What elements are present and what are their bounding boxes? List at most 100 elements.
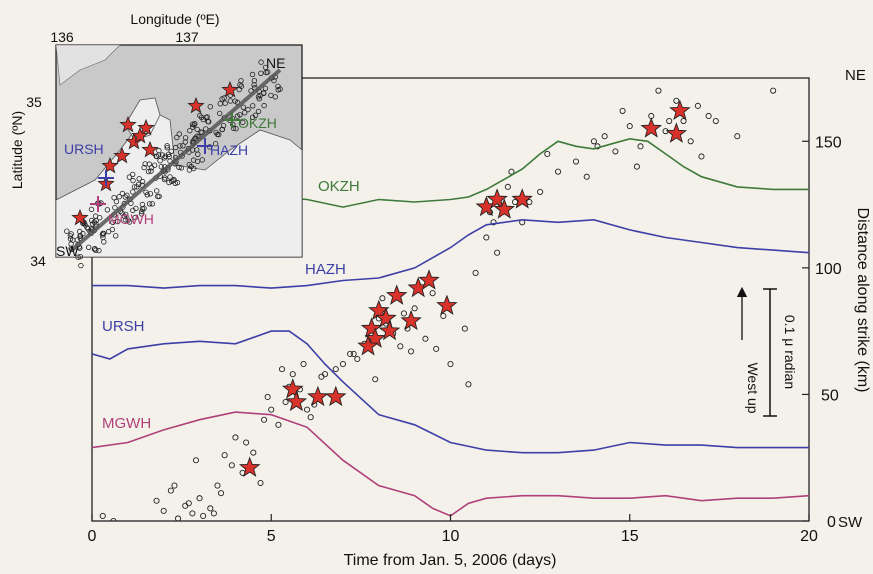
inset-epicenter [200, 116, 206, 123]
event-point [447, 361, 454, 368]
event-point [601, 133, 608, 140]
inset-epicenter [262, 64, 269, 71]
event-point [268, 406, 275, 413]
inset-epicenter [187, 127, 193, 134]
inset-epicenter [151, 162, 158, 168]
event-point [300, 361, 307, 368]
inset-epicenter [258, 70, 264, 76]
inset-epicenter [241, 109, 248, 116]
event-point [408, 348, 415, 355]
inset-epicenter [261, 90, 267, 97]
tremor-star [511, 188, 533, 209]
inset-label-okzh: OKZH [238, 115, 277, 131]
inset-epicenter [164, 143, 170, 149]
inset-epicenter [126, 219, 133, 225]
inset-epicenter [157, 157, 163, 164]
inset-epicenter [112, 204, 118, 211]
inset-epicenter [178, 165, 185, 171]
inset-tremor-star [131, 126, 149, 144]
ne-end-label: NE [845, 67, 866, 84]
event-point [734, 133, 741, 140]
event-point [174, 515, 182, 521]
west-up-arrow: West up [736, 286, 761, 414]
inset-epicenter [251, 82, 257, 88]
inset-epicenter [132, 214, 138, 221]
inset-epicenter [131, 184, 138, 190]
inset-y-tick-35: 35 [26, 94, 42, 110]
inset-epicenter [145, 168, 152, 175]
inset-tremor-star [221, 80, 239, 98]
inset-epicenter [161, 176, 168, 183]
inset-epicenter [205, 118, 212, 125]
inset-epicenter [130, 177, 136, 184]
tremor-star [493, 198, 516, 219]
inset-epicenter [164, 144, 170, 151]
inset-epicenter [249, 114, 256, 120]
inset-tremor-star [137, 118, 155, 136]
inset-epicenter [190, 157, 197, 163]
event-point [232, 434, 239, 441]
event-point [633, 163, 640, 170]
inset-epicenter [124, 192, 130, 198]
inset-epicenter [171, 176, 177, 183]
event-point [110, 517, 117, 521]
inset-epicenter [245, 106, 251, 113]
tremor-star [665, 122, 688, 143]
inset-epicenter [138, 211, 145, 217]
inset-epicenter [122, 211, 129, 218]
trace-label-hazh: HAZH [305, 261, 346, 278]
inset-y-axis-title: Latitude (ºN) [9, 111, 25, 189]
inset-epicenter [221, 95, 227, 101]
tremor-star [400, 309, 422, 331]
inset-epicenter [167, 174, 173, 180]
event-point [666, 117, 673, 125]
event-point [583, 173, 590, 180]
inset-epicenter [277, 86, 283, 92]
event-point [494, 249, 501, 256]
inset-tremor-star [187, 96, 205, 114]
event-point [465, 381, 472, 388]
event-point [257, 479, 264, 487]
scale-bar: 0.1 μ radian [763, 288, 798, 417]
inset-epicenter [144, 192, 150, 198]
inset-epicenter [262, 85, 269, 92]
inset-epicenter [64, 228, 70, 234]
event-point [626, 123, 633, 130]
inset-label-mgwh: MGWH [108, 211, 154, 227]
inset-epicenter [194, 126, 200, 133]
inset-epicenter [104, 207, 111, 213]
inset-epicenter [238, 78, 244, 84]
inset-epicenter [249, 103, 256, 109]
inset-epicenter [222, 100, 228, 106]
event-point [278, 366, 286, 373]
inset-epicenter [122, 194, 128, 200]
inset-sea [55, 109, 303, 258]
trace-label-okzh: OKZH [318, 178, 360, 195]
scale-bar-label: 0.1 μ radian [782, 315, 798, 389]
inset-epicenter [212, 140, 219, 147]
inset-epicenter [255, 108, 262, 115]
event-point [243, 439, 250, 446]
event-point [318, 373, 325, 380]
inset-land-top [55, 44, 121, 86]
event-point [261, 416, 268, 423]
inset-epicenter [126, 174, 133, 180]
inset-epicenter [130, 207, 136, 214]
tremor-star [436, 294, 458, 315]
event-point [555, 168, 562, 175]
inset-epicenter [153, 188, 160, 194]
inset-epicenter [129, 171, 136, 178]
event-point [171, 482, 178, 489]
inset-epicenter [156, 147, 162, 154]
event-point [192, 457, 200, 464]
inset-epicenter [233, 125, 239, 132]
tremor-star [385, 284, 408, 305]
event-point [504, 183, 511, 190]
inset-x-axis-title: Longitude (ºE) [130, 11, 219, 27]
event-point [694, 102, 701, 109]
event-point [508, 168, 515, 175]
event-point [712, 117, 719, 125]
x-tick-label: 5 [267, 528, 276, 545]
inset-epicenter [113, 198, 120, 205]
inset-epicenter [135, 181, 142, 188]
